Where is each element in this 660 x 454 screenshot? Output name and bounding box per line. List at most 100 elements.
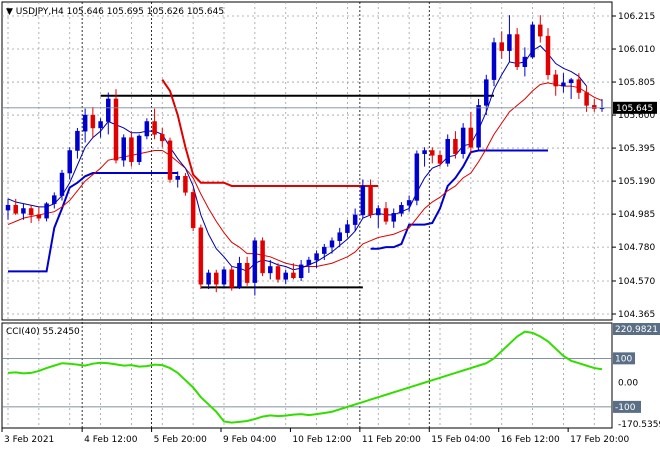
candle-body [291,272,296,279]
candle-body [13,205,18,214]
candle-body [190,192,196,229]
candle-body [538,24,543,37]
candle-body [21,208,26,214]
current-price-tag [613,101,657,114]
candle-body [322,246,327,254]
candle-body [229,269,234,288]
time-tick-label: 4 Feb 12:00 [84,435,138,445]
cci-panel [1,322,613,429]
candle-body [314,253,319,261]
candle-body [206,272,211,285]
candle-body [306,259,312,266]
blue-stop-line [8,172,178,273]
candle-body [376,208,381,216]
candle-body [144,121,150,137]
candle-body [445,138,450,164]
time-tick-label: 10 Feb 12:00 [292,435,351,445]
time-tick-label: 16 Feb 12:00 [501,435,560,445]
time-tick-label: 9 Feb 04:00 [223,435,277,445]
price-tick-label: 104.985 [618,210,655,220]
time-tick-label: 5 Feb 20:00 [154,435,208,445]
cci-tick-label: 100 [615,354,632,364]
candle-body [252,240,258,283]
candle-body [399,205,404,214]
cci-level-tag [613,323,660,335]
candle-body [484,79,489,106]
cci-level-tag [613,352,635,365]
cci-tick-label: -100 [615,403,636,413]
candle-body [260,240,265,274]
candle-body [453,138,458,154]
price-tick-label: 106.010 [618,45,655,55]
cci-tick-label: -170.5359 [618,420,660,430]
candle-body [437,155,443,164]
cci-title: CCI(40) 55.2450 [6,327,80,337]
fast-ma-line [7,45,587,272]
candle-body [244,263,250,283]
candle-body [383,208,389,222]
current-price-label: 105.645 [616,104,653,114]
candle-body [183,176,188,193]
price-tick-label: 104.780 [618,243,655,253]
candle-body [167,140,173,180]
candle-body [5,205,11,211]
candle-body [221,269,227,285]
candle-body [298,264,304,279]
candle-body [530,24,535,58]
candle-body [391,213,396,222]
main-panel [1,1,613,321]
time-tick-label: 17 Feb 20:00 [570,435,629,445]
candle-body [368,185,373,216]
candle-body [36,214,42,219]
candle-body [337,232,342,241]
header-text: ▼ USDJPY,H4 105.646 105.695 105.626 105.… [6,7,224,17]
red-stop-line [161,79,379,187]
candle-body [52,195,57,204]
price-tick-label: 104.365 [618,310,655,320]
candle-body [275,266,281,280]
candle-body [113,98,119,161]
candle-body [592,105,597,109]
candle-body [67,150,72,174]
price-tick-label: 105.190 [618,177,655,187]
candle-body [584,92,589,106]
candle-body [360,185,366,216]
candle-body [28,208,34,216]
cci-tick-label: 0.00 [618,379,638,389]
candle-body [121,137,126,161]
candle-body [106,98,111,122]
candle-body [214,272,219,285]
candle-body [268,266,273,274]
candle-body [422,150,427,154]
candle-body [468,127,474,148]
candle-body [514,34,520,67]
candle-body [90,114,96,129]
candle-body [545,35,551,76]
candle-body [75,130,80,151]
candle-body [553,74,558,87]
candle-body [522,56,528,67]
candle-body [129,137,134,163]
candle-body [491,42,497,80]
candle-body [160,134,165,142]
candle-body [568,79,574,84]
candle-body [237,263,242,288]
candle-body [59,172,65,196]
candle-body [175,176,180,180]
candle-body [499,42,504,51]
candle-body [44,203,49,219]
candle-body [576,79,582,93]
candle-body [136,135,142,163]
time-tick-label: 11 Feb 20:00 [362,435,421,445]
candle-body [460,127,466,154]
candle-body [414,153,420,201]
candle-body [98,121,103,129]
cci-tick-label: 220.9821 [615,325,658,335]
blue-stop-line-2 [370,149,548,250]
candle-body [406,200,412,206]
candle-body [430,150,435,156]
price-tick-label: 105.600 [618,111,655,121]
candle-body [152,121,157,135]
